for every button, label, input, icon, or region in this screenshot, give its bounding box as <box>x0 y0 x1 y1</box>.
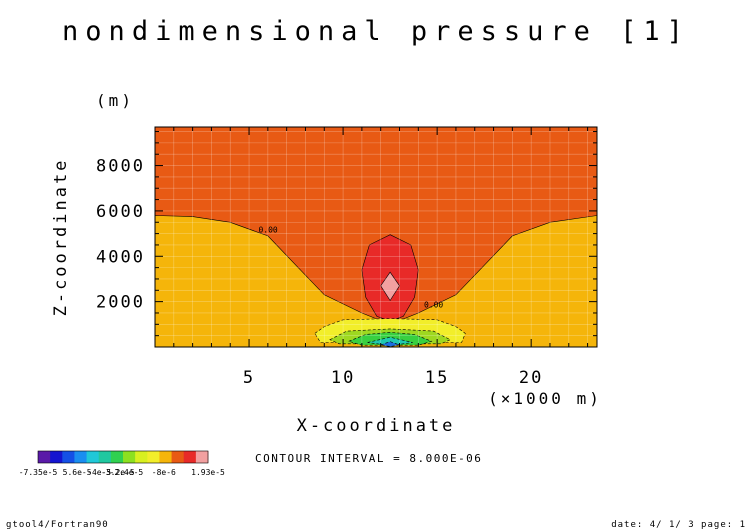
legend-label: 5.6e-5 <box>63 468 92 477</box>
legend-swatch <box>50 451 63 463</box>
legend-frame <box>37 450 209 464</box>
legend-label: -2.4e-5 <box>110 468 144 477</box>
contour-label: 0.00 <box>424 300 443 309</box>
legend-swatch <box>183 451 197 463</box>
x-tick-label: 5 <box>243 368 255 388</box>
legend-swatch <box>86 451 100 463</box>
legend-label: -7.35e-5 <box>19 468 58 477</box>
legend-label: 1.93e-5 <box>191 468 225 477</box>
y-axis-unit: (m) <box>96 91 134 110</box>
contour-fills <box>155 127 597 347</box>
contour-interval-text: CONTOUR INTERVAL = 8.000E-06 <box>255 452 482 465</box>
legend-swatch <box>74 451 88 463</box>
legend-swatch <box>38 451 51 463</box>
legend-swatch <box>159 451 173 463</box>
contour-region-near-zero-band <box>155 215 597 347</box>
y-axis-ticks: 2000 4000 6000 8000 <box>96 131 597 337</box>
contour-region-negative-5 <box>380 341 400 347</box>
legend-swatch <box>98 451 112 463</box>
contour-label: 0.00 <box>258 225 277 234</box>
footer-left-text: gtool4/Fortran90 <box>6 520 109 530</box>
color-legend: -7.35e-5 5.6e-5-4e-5-3.2e-5-2.4e-5 -8e-6 1.… <box>19 450 225 477</box>
legend-swatch <box>62 451 75 463</box>
contour-region-positive-2 <box>380 271 400 302</box>
x-axis-label: X-coordinate <box>297 416 456 436</box>
legend-label: -4e-5 <box>87 468 111 477</box>
legend-swatch <box>171 451 185 463</box>
x-axis-unit: (×1000 m) <box>488 389 602 408</box>
y-tick-label: 8000 <box>96 157 145 177</box>
x-axis-ticks: 5 10 15 20 <box>173 127 589 388</box>
x-tick-label: 15 <box>425 368 449 388</box>
legend-swatch <box>147 451 160 463</box>
y-tick-label: 4000 <box>96 247 145 267</box>
legend-label: -8e-6 <box>152 468 176 477</box>
plot-frame <box>154 126 598 348</box>
legend-swatch <box>123 451 136 463</box>
y-tick-label: 2000 <box>96 293 145 313</box>
x-tick-label: 20 <box>519 368 543 388</box>
contour-labels: 0.00 0.00 <box>258 225 443 309</box>
y-tick-label: 6000 <box>96 202 145 222</box>
legend-label: -3.2e-5 <box>101 468 135 477</box>
grid-lines <box>155 127 597 347</box>
legend-swatch <box>195 451 209 463</box>
chart-title: nondimensional pressure [1] <box>62 16 690 47</box>
legend-swatch <box>110 451 124 463</box>
y-axis-label: Z-coordinate <box>51 158 71 317</box>
x-tick-label: 10 <box>331 368 355 388</box>
legend-swatch <box>135 451 148 463</box>
footer-right-text: date: 4/ 1/ 3 page: 1 <box>611 520 746 530</box>
